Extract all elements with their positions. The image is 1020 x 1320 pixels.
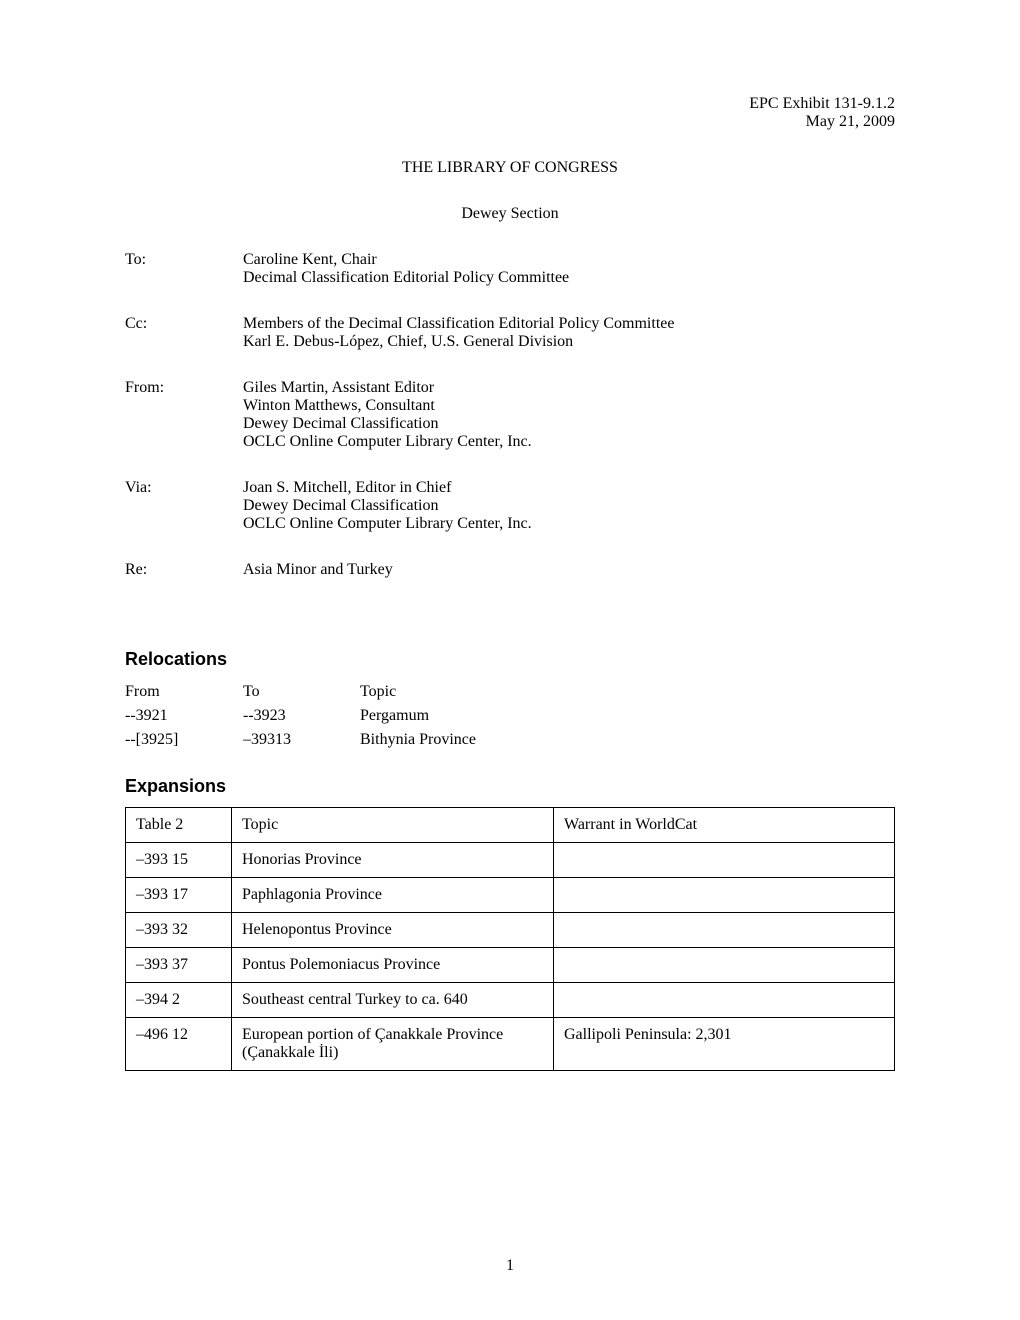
expansions-row: –394 2 Southeast central Turkey to ca. 6… <box>126 983 895 1018</box>
expansions-cell: –393 17 <box>126 878 232 913</box>
memo-from-line4: OCLC Online Computer Library Center, Inc… <box>243 433 895 451</box>
page-number: 1 <box>0 1257 1020 1275</box>
memo-cc-content: Members of the Decimal Classification Ed… <box>243 315 895 351</box>
expansions-col-t2: Table 2 <box>126 808 232 843</box>
memo-via-label: Via: <box>125 479 243 533</box>
memo-to-label: To: <box>125 251 243 287</box>
expansions-cell: Helenopontus Province <box>232 913 554 948</box>
relocations-cell: --[3925] <box>125 728 243 752</box>
expansions-cell <box>554 983 895 1018</box>
memo-to-line1: Caroline Kent, Chair <box>243 251 895 269</box>
memo-via-content: Joan S. Mitchell, Editor in Chief Dewey … <box>243 479 895 533</box>
expansions-cell <box>554 843 895 878</box>
relocations-cell: --3923 <box>243 704 360 728</box>
relocations-heading: Relocations <box>125 649 895 670</box>
memo-via-line2: Dewey Decimal Classification <box>243 497 895 515</box>
expansions-cell: European portion of Çanakkale Province (… <box>232 1018 554 1071</box>
expansions-cell: Pontus Polemoniacus Province <box>232 948 554 983</box>
relocations-cell: Pergamum <box>360 704 895 728</box>
memo-from-line3: Dewey Decimal Classification <box>243 415 895 433</box>
relocations-col-to: To <box>243 680 360 704</box>
memo-cc-label: Cc: <box>125 315 243 351</box>
expansions-cell <box>554 948 895 983</box>
expansions-cell <box>554 878 895 913</box>
memo-via-line3: OCLC Online Computer Library Center, Inc… <box>243 515 895 533</box>
memo-cc-line2: Karl E. Debus-López, Chief, U.S. General… <box>243 333 895 351</box>
expansions-header-row: Table 2 Topic Warrant in WorldCat <box>126 808 895 843</box>
document-date: May 21, 2009 <box>125 113 895 131</box>
memo-from-label: From: <box>125 379 243 451</box>
expansions-heading: Expansions <box>125 776 895 797</box>
relocations-row: --3921 --3923 Pergamum <box>125 704 895 728</box>
expansions-cell: Paphlagonia Province <box>232 878 554 913</box>
memo-from-row: From: Giles Martin, Assistant Editor Win… <box>125 379 895 451</box>
memo-re-label: Re: <box>125 561 243 579</box>
memo-to-content: Caroline Kent, Chair Decimal Classificat… <box>243 251 895 287</box>
expansions-cell: Southeast central Turkey to ca. 640 <box>232 983 554 1018</box>
memo-cc-line1: Members of the Decimal Classification Ed… <box>243 315 895 333</box>
memo-re-line1: Asia Minor and Turkey <box>243 561 895 579</box>
relocations-col-topic: Topic <box>360 680 895 704</box>
memo-re-row: Re: Asia Minor and Turkey <box>125 561 895 579</box>
document-title: THE LIBRARY OF CONGRESS <box>125 159 895 177</box>
relocations-table: From To Topic --3921 --3923 Pergamum --[… <box>125 680 895 752</box>
memo-to-line2: Decimal Classification Editorial Policy … <box>243 269 895 287</box>
expansions-row: –393 17 Paphlagonia Province <box>126 878 895 913</box>
expansions-cell: –393 37 <box>126 948 232 983</box>
memo-via-row: Via: Joan S. Mitchell, Editor in Chief D… <box>125 479 895 533</box>
memo-from-line2: Winton Matthews, Consultant <box>243 397 895 415</box>
expansions-row: –496 12 European portion of Çanakkale Pr… <box>126 1018 895 1071</box>
relocations-col-from: From <box>125 680 243 704</box>
expansions-cell: –394 2 <box>126 983 232 1018</box>
exhibit-number: EPC Exhibit 131-9.1.2 <box>125 95 895 113</box>
expansions-col-topic: Topic <box>232 808 554 843</box>
expansions-row: –393 15 Honorias Province <box>126 843 895 878</box>
expansions-cell: –393 32 <box>126 913 232 948</box>
expansions-cell: Gallipoli Peninsula: 2,301 <box>554 1018 895 1071</box>
expansions-col-warrant: Warrant in WorldCat <box>554 808 895 843</box>
expansions-cell <box>554 913 895 948</box>
expansions-table: Table 2 Topic Warrant in WorldCat –393 1… <box>125 807 895 1071</box>
relocations-row: --[3925] –39313 Bithynia Province <box>125 728 895 752</box>
expansions-cell: –393 15 <box>126 843 232 878</box>
memo-cc-row: Cc: Members of the Decimal Classificatio… <box>125 315 895 351</box>
memo-re-content: Asia Minor and Turkey <box>243 561 895 579</box>
header-right: EPC Exhibit 131-9.1.2 May 21, 2009 <box>125 95 895 131</box>
relocations-cell: –39313 <box>243 728 360 752</box>
document-subtitle: Dewey Section <box>125 205 895 223</box>
memo-from-content: Giles Martin, Assistant Editor Winton Ma… <box>243 379 895 451</box>
expansions-row: –393 32 Helenopontus Province <box>126 913 895 948</box>
relocations-header-row: From To Topic <box>125 680 895 704</box>
expansions-cell: –496 12 <box>126 1018 232 1071</box>
expansions-cell: Honorias Province <box>232 843 554 878</box>
memo-to-row: To: Caroline Kent, Chair Decimal Classif… <box>125 251 895 287</box>
memo-from-line1: Giles Martin, Assistant Editor <box>243 379 895 397</box>
memo-via-line1: Joan S. Mitchell, Editor in Chief <box>243 479 895 497</box>
relocations-cell: Bithynia Province <box>360 728 895 752</box>
relocations-cell: --3921 <box>125 704 243 728</box>
expansions-row: –393 37 Pontus Polemoniacus Province <box>126 948 895 983</box>
